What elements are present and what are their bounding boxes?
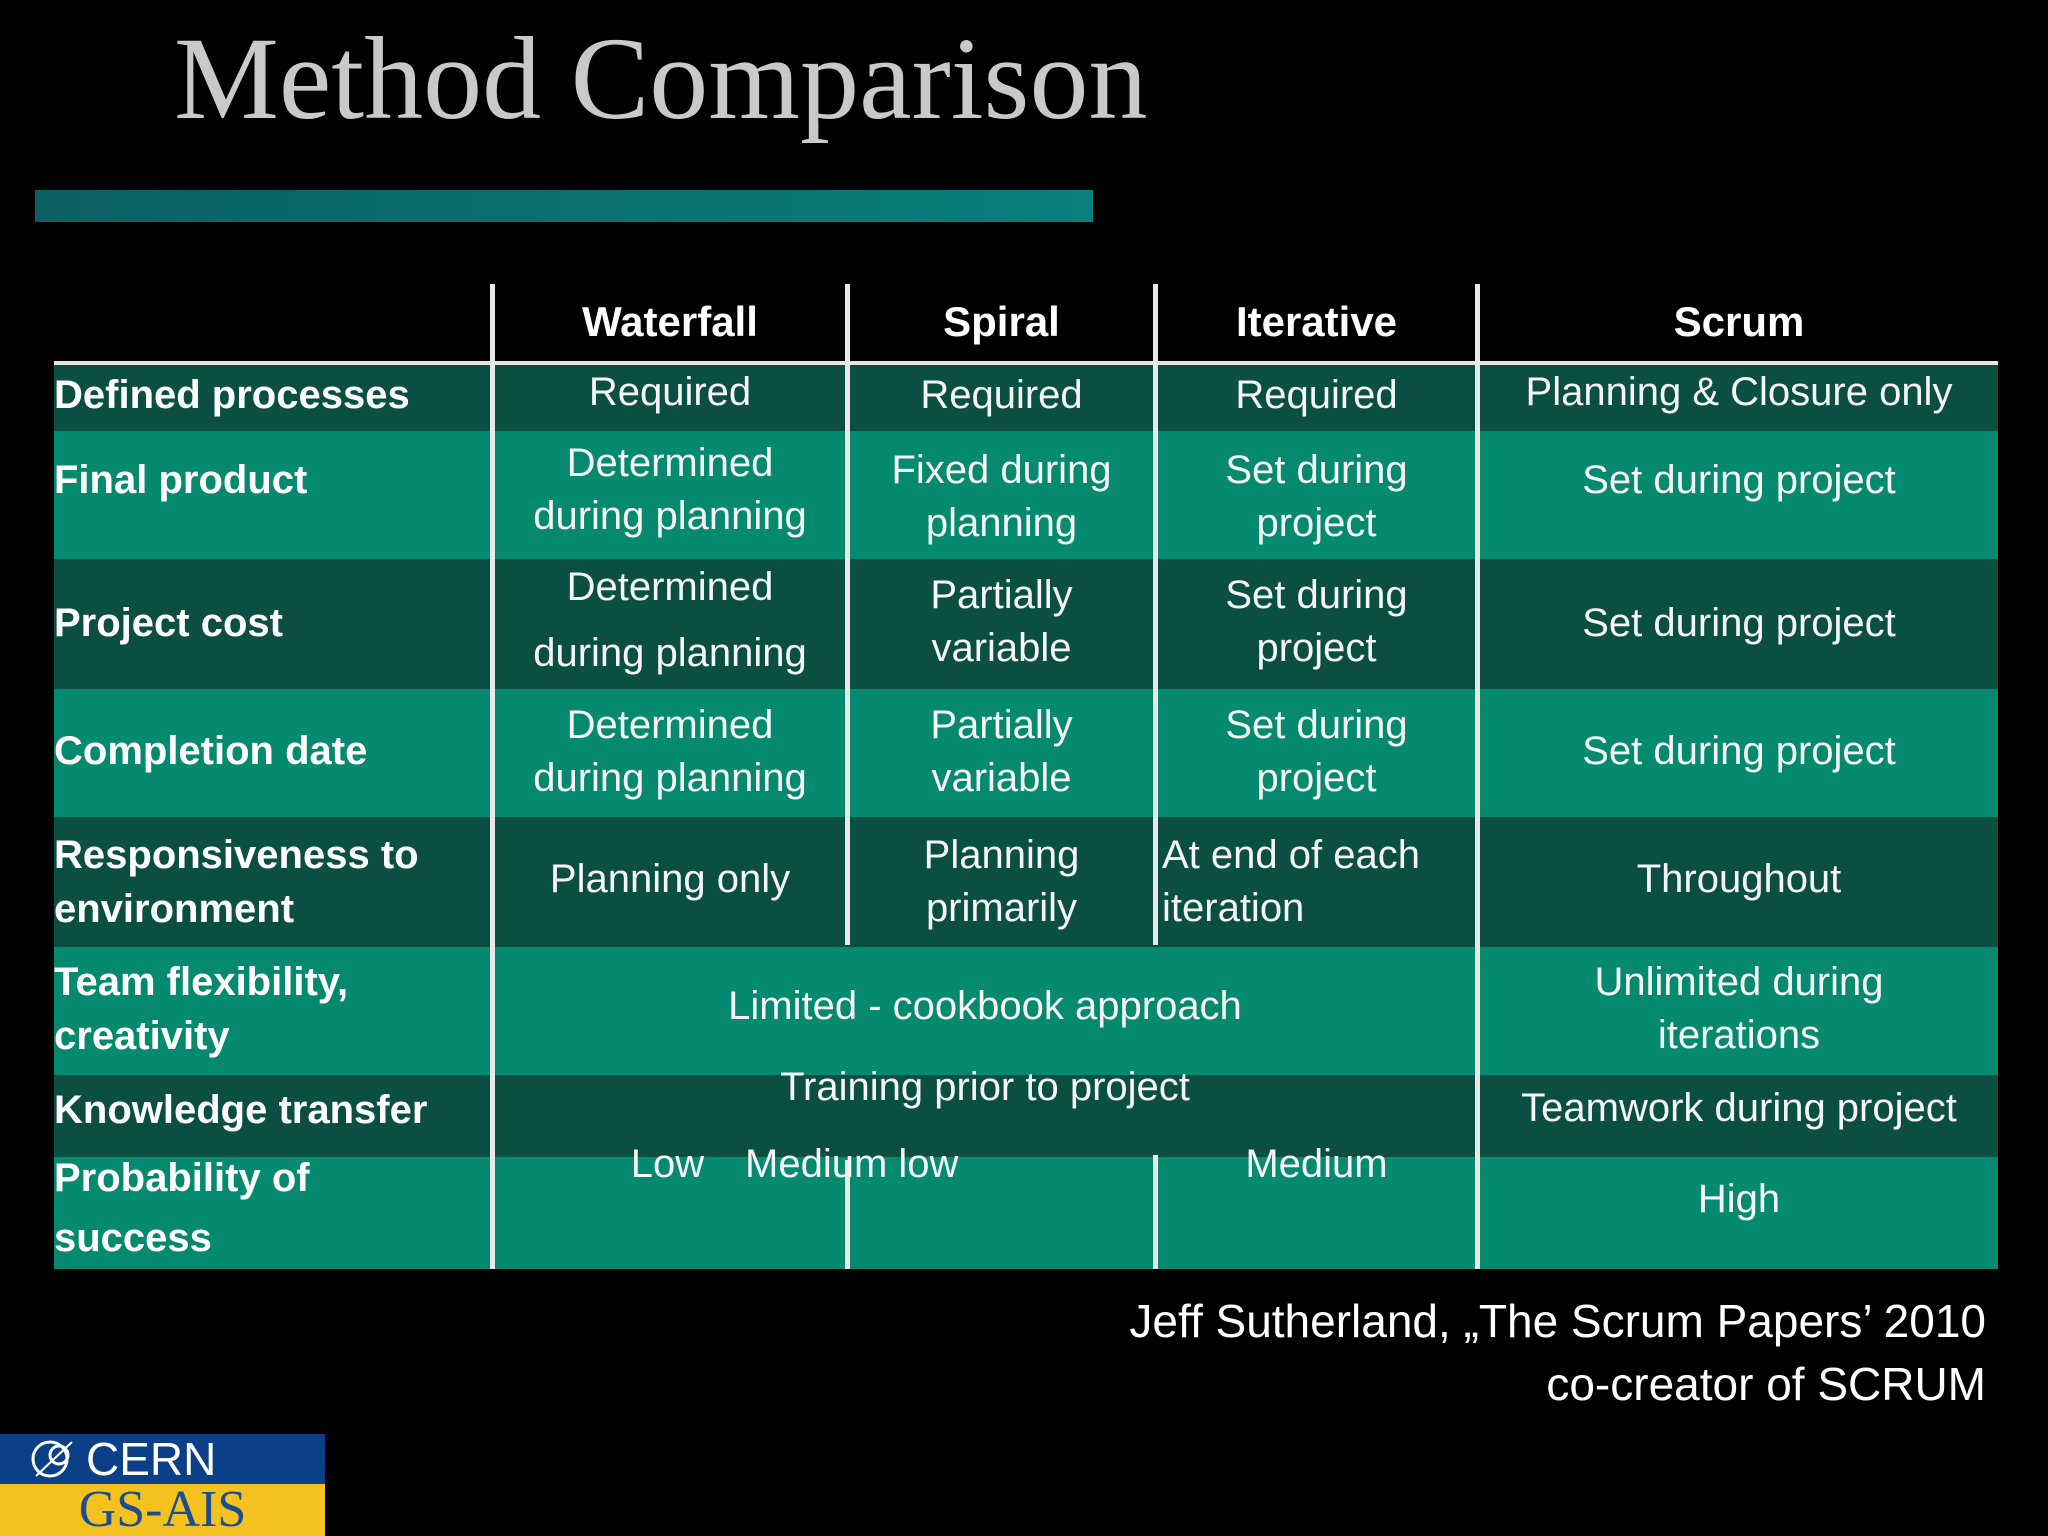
table-cell: Planning only [549,856,791,901]
cern-gs-ais-logo: CERN GS-AIS [0,1434,325,1536]
row-bg-knowledge-transfer [54,1075,1998,1157]
row-label: Knowledge transfer [54,1088,428,1132]
merged-cell: Limited - cookbook approach [728,983,1242,1028]
row-label: Final product [54,458,308,502]
table-cell: Required [1235,372,1398,417]
table-cell: Planning & Closure only [1525,369,1953,414]
row-bg-defined-processes [54,365,1998,431]
table-cell: High [1697,1176,1781,1221]
column-header-spiral: Spiral [943,298,1060,345]
column-divider [845,1160,850,1269]
table-cell: Determined during planning [533,703,807,800]
row-label: Probability of success [54,1156,310,1260]
table-cell: Required [588,369,752,414]
page-title: Method Comparison [174,13,1148,144]
column-header-scrum: Scrum [1673,298,1805,345]
column-divider [490,284,495,1269]
cern-logo-icon [31,1440,73,1478]
column-divider [845,284,850,945]
column-divider [1153,284,1158,945]
row-label: Responsiveness to environment [54,833,419,931]
table-cell: Fixed during planning [891,448,1112,545]
table-cell: Set during project [1225,573,1408,670]
source-credit: Jeff Sutherland, „The Scrum Papers’ 2010… [1129,1295,1986,1410]
row-label: Team flexibility, creativity [54,960,349,1058]
table-cell: At end of each iteration [1162,833,1420,930]
table-cell: Required [920,372,1083,417]
column-header-waterfall: Waterfall [582,298,758,345]
table-cell: Determined during planning [533,565,807,675]
row-bg-team-flexibility [54,947,1998,1075]
column-header-iterative: Iterative [1235,298,1398,345]
table-cell: Low [630,1141,705,1186]
logo-text-gs-ais: GS-AIS [78,1481,247,1536]
merged-cell: Training prior to project [780,1064,1190,1109]
row-bg-project-cost [54,559,1998,689]
table-cell: Medium low [745,1141,959,1186]
table-cell: Unlimited during iterations [1594,960,1884,1057]
row-label: Project cost [54,601,283,645]
table-cell: Set during project [1225,448,1408,545]
row-bg-probability [54,1157,1998,1269]
title-accent-bar [35,190,1093,222]
table-cell: Set during project [1582,728,1896,773]
column-divider [1475,284,1480,1269]
row-bg-responsiveness [54,817,1998,947]
logo-text-cern: CERN [86,1434,217,1485]
table-cell: Teamwork during project [1521,1085,1957,1130]
row-bg-final-product [54,431,1998,559]
row-bg-completion-date [54,689,1998,817]
table-cell: Throughout [1636,856,1842,901]
table-cell: Partially variable [930,573,1073,670]
table-cell: Set during project [1582,600,1896,645]
row-label: Defined processes [54,373,410,417]
table-cell: Medium [1245,1141,1388,1186]
column-divider [1153,1155,1158,1269]
header-separator [54,361,1998,365]
row-label: Completion date [54,729,368,773]
table-cell: Set during project [1582,457,1896,502]
table-cell: Set during project [1225,703,1408,800]
table-cell: Determined during planning [533,441,807,538]
table-cell: Partially variable [930,703,1073,800]
table-cell: Planning primarily [923,833,1080,930]
